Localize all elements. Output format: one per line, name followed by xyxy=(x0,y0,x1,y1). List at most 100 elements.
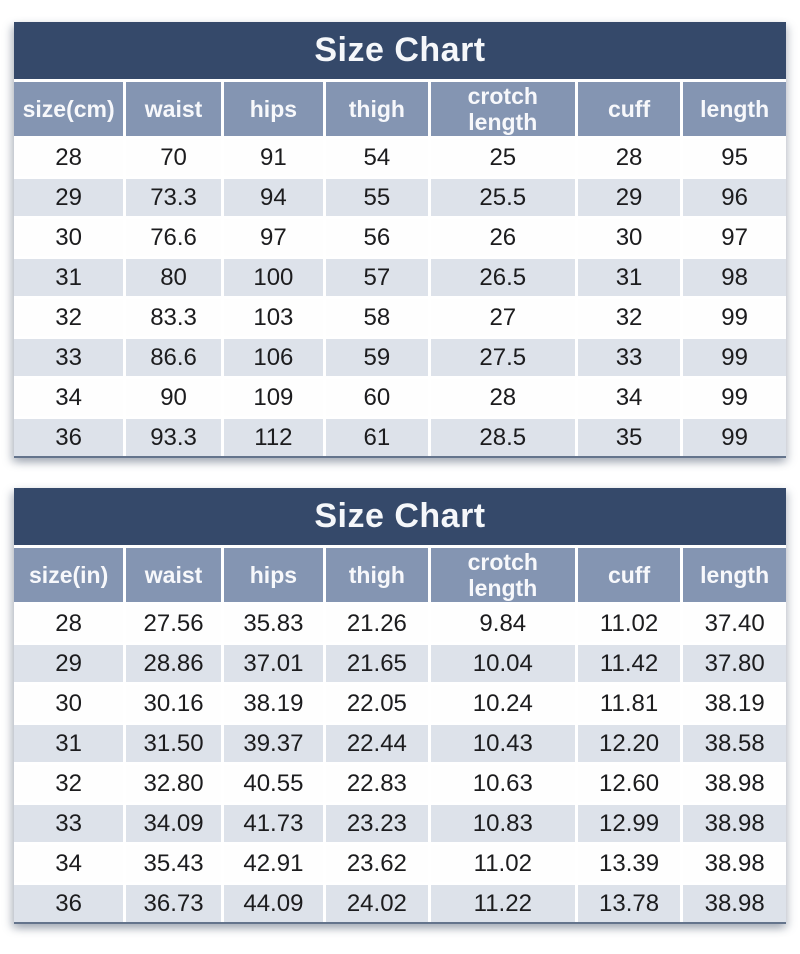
table-cell: 36.73 xyxy=(123,882,223,922)
table-cell: 34.09 xyxy=(123,802,223,844)
table-cell: 30 xyxy=(574,216,682,258)
table-row: 36 36.73 44.09 24.02 11.22 13.78 38.98 xyxy=(14,882,786,922)
table-row: 36 93.3 112 61 28.5 35 99 xyxy=(14,416,786,456)
table-cell: 83.3 xyxy=(123,296,223,338)
table-cell: 12.20 xyxy=(574,722,682,764)
table-cell: 99 xyxy=(680,376,786,418)
table-cell: 106 xyxy=(220,336,325,378)
table-row: 33 86.6 106 59 27.5 33 99 xyxy=(14,336,786,378)
table-cell: 109 xyxy=(220,376,325,418)
table-cell: 44.09 xyxy=(220,882,325,922)
table-row: 28 70 91 54 25 28 95 xyxy=(14,136,786,178)
table-cell: 93.3 xyxy=(123,416,223,456)
table-cell: 97 xyxy=(220,216,325,258)
table-cell: 96 xyxy=(680,176,786,218)
column-header: waist xyxy=(123,82,223,138)
table-cell: 26.5 xyxy=(427,256,577,298)
table-row: 28 27.56 35.83 21.26 9.84 11.02 37.40 xyxy=(14,602,786,644)
table-cell: 39.37 xyxy=(220,722,325,764)
table-cell: 103 xyxy=(220,296,325,338)
table-cell: 73.3 xyxy=(123,176,223,218)
table-cell: 61 xyxy=(322,416,430,456)
column-header: size(in) xyxy=(14,548,125,604)
table-cell: 22.05 xyxy=(322,682,430,724)
table-cell: 30.16 xyxy=(123,682,223,724)
table-cell: 28 xyxy=(574,136,682,178)
table-cell: 32.80 xyxy=(123,762,223,804)
table-cell: 36 xyxy=(14,882,125,922)
table-cell: 35.83 xyxy=(220,602,325,644)
size-table-cm: size(cm) waist hips thigh crotch length cuff l… xyxy=(14,82,786,456)
column-header: crotch length xyxy=(427,548,577,604)
table-cell: 23.23 xyxy=(322,802,430,844)
table-cell: 70 xyxy=(123,136,223,178)
table-cell: 94 xyxy=(220,176,325,218)
table-cell: 99 xyxy=(680,336,786,378)
table-cell: 9.84 xyxy=(427,602,577,644)
column-header: thigh xyxy=(322,82,430,138)
table-cell: 41.73 xyxy=(220,802,325,844)
table-cell: 27.5 xyxy=(427,336,577,378)
table-cell: 112 xyxy=(220,416,325,456)
table-cell: 33 xyxy=(14,336,125,378)
table-cell: 76.6 xyxy=(123,216,223,258)
table-cell: 27.56 xyxy=(123,602,223,644)
table-cell: 11.42 xyxy=(574,642,682,684)
column-header: size(cm) xyxy=(14,82,125,138)
column-header: hips xyxy=(220,548,325,604)
table-cell: 37.01 xyxy=(220,642,325,684)
table-cell: 59 xyxy=(322,336,430,378)
table-cell: 38.98 xyxy=(680,762,786,804)
table-cell: 86.6 xyxy=(123,336,223,378)
table-cell: 28.5 xyxy=(427,416,577,456)
table-cell: 10.04 xyxy=(427,642,577,684)
table-cell: 29 xyxy=(14,642,125,684)
table-cell: 29 xyxy=(14,176,125,218)
table-cell: 38.58 xyxy=(680,722,786,764)
table-cell: 38.19 xyxy=(680,682,786,724)
table-cell: 26 xyxy=(427,216,577,258)
table-row: 31 31.50 39.37 22.44 10.43 12.20 38.58 xyxy=(14,722,786,764)
table-cell: 31 xyxy=(14,256,125,298)
table-cell: 29 xyxy=(574,176,682,218)
table-cell: 10.43 xyxy=(427,722,577,764)
table-cell: 35.43 xyxy=(123,842,223,884)
table-cell: 24.02 xyxy=(322,882,430,922)
table-cell: 28 xyxy=(427,376,577,418)
table-cell: 10.24 xyxy=(427,682,577,724)
table-cell: 28.86 xyxy=(123,642,223,684)
table-cell: 91 xyxy=(220,136,325,178)
table-cell: 32 xyxy=(14,296,125,338)
table-cell: 97 xyxy=(680,216,786,258)
header-row: size(in) waist hips thigh crotch length cuff l… xyxy=(14,548,786,604)
table-cell: 30 xyxy=(14,682,125,724)
table-row: 33 34.09 41.73 23.23 10.83 12.99 38.98 xyxy=(14,802,786,844)
table-cell: 99 xyxy=(680,416,786,456)
table-row: 34 90 109 60 28 34 99 xyxy=(14,376,786,418)
table-cell: 13.39 xyxy=(574,842,682,884)
table-cell: 22.83 xyxy=(322,762,430,804)
column-header: length xyxy=(680,548,786,604)
table-row: 30 30.16 38.19 22.05 10.24 11.81 38.19 xyxy=(14,682,786,724)
table-row: 32 83.3 103 58 27 32 99 xyxy=(14,296,786,338)
table-cell: 55 xyxy=(322,176,430,218)
table-row: 34 35.43 42.91 23.62 11.02 13.39 38.98 xyxy=(14,842,786,884)
table-cell: 57 xyxy=(322,256,430,298)
size-chart-title-in: Size Chart xyxy=(14,488,786,545)
table-cell: 21.65 xyxy=(322,642,430,684)
column-header: waist xyxy=(123,548,223,604)
table-cell: 12.99 xyxy=(574,802,682,844)
table-cell: 31.50 xyxy=(123,722,223,764)
size-table-in: size(in) waist hips thigh crotch length cuff l… xyxy=(14,548,786,922)
table-cell: 11.81 xyxy=(574,682,682,724)
column-header: thigh xyxy=(322,548,430,604)
table-cell: 38.98 xyxy=(680,882,786,922)
column-header: cuff xyxy=(574,82,682,138)
table-cell: 56 xyxy=(322,216,430,258)
table-cell: 38.19 xyxy=(220,682,325,724)
table-cell: 10.63 xyxy=(427,762,577,804)
table-cell: 10.83 xyxy=(427,802,577,844)
table-cell: 28 xyxy=(14,602,125,644)
table-cell: 35 xyxy=(574,416,682,456)
table-cell: 23.62 xyxy=(322,842,430,884)
